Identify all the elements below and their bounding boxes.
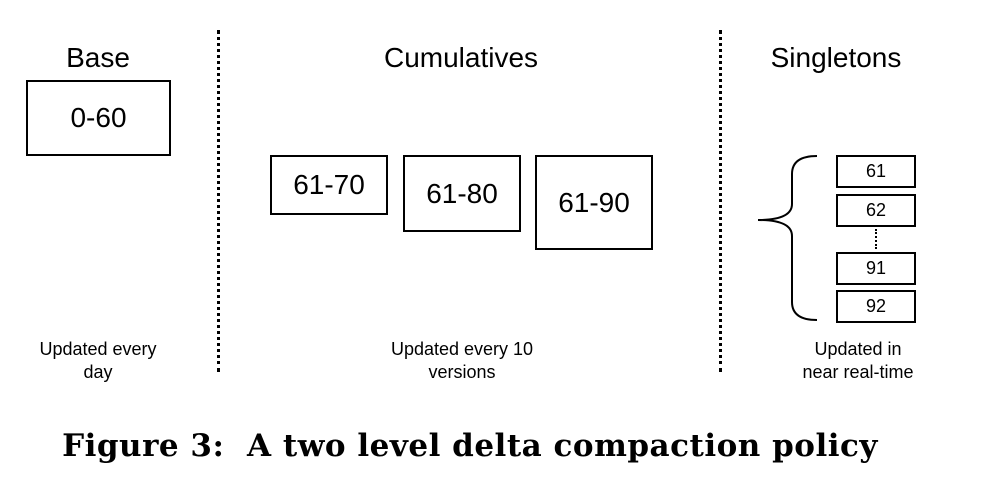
cumulatives-heading: Cumulatives <box>383 42 539 73</box>
cumulatives-caption: Updated every 10 versions <box>352 338 572 384</box>
curly-brace-icon <box>757 155 818 321</box>
singletons-caption-line1: Updated in <box>814 339 902 359</box>
column-divider-right <box>719 30 722 372</box>
singleton-box-61: 61 <box>836 155 916 188</box>
base-heading: Base <box>66 42 130 73</box>
singletons-caption-line2: near real-time <box>802 362 914 382</box>
base-caption-line1: Updated every <box>39 339 157 359</box>
singleton-box-92: 92 <box>836 290 916 323</box>
base-box: 0-60 <box>26 80 171 156</box>
cumulatives-caption-line1: Updated every 10 <box>390 339 534 359</box>
singleton-box-91: 91 <box>836 252 916 285</box>
cumulative-box-label: 61-90 <box>558 186 630 218</box>
figure-caption: Figure 3: A two level delta compaction p… <box>62 428 878 464</box>
singletons-caption: Updated in near real-time <box>748 338 968 384</box>
singleton-box-label: 92 <box>865 296 887 316</box>
cumulative-box-61-90: 61-90 <box>535 155 653 250</box>
cumulative-box-61-80: 61-80 <box>403 155 521 232</box>
ellipsis-dots <box>875 229 877 249</box>
singleton-box-label: 62 <box>865 200 887 220</box>
singletons-heading: Singletons <box>770 42 902 73</box>
base-caption: Updated every day <box>0 338 208 384</box>
singleton-box-label: 61 <box>865 161 887 181</box>
singleton-box-62: 62 <box>836 194 916 227</box>
cumulative-box-label: 61-70 <box>293 169 365 200</box>
cumulative-box-label: 61-80 <box>426 177 498 209</box>
base-box-label: 0-60 <box>70 102 127 133</box>
column-divider-left <box>217 30 220 372</box>
singleton-box-label: 91 <box>865 258 887 278</box>
base-caption-line2: day <box>83 362 113 382</box>
cumulatives-caption-line2: versions <box>428 362 496 382</box>
cumulative-box-61-70: 61-70 <box>270 155 388 215</box>
